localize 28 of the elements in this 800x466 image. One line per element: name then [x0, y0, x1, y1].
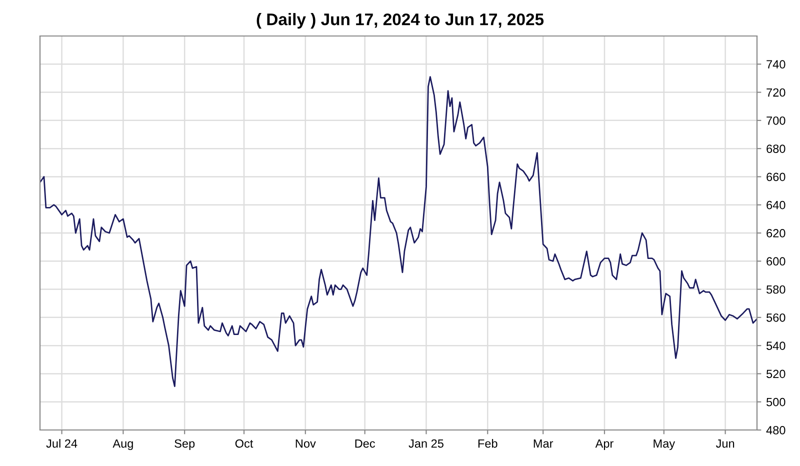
line-series	[40, 76, 757, 388]
x-tick-label: Feb	[478, 439, 498, 448]
x-tick-label: Aug	[112, 439, 133, 450]
x-tick-label: Apr	[595, 439, 614, 450]
y-tick-label: 520	[766, 370, 786, 378]
chart-title: ( Daily ) Jun 17, 2024 to Jun 17, 2025	[256, 13, 544, 29]
y-tick-label: 740	[766, 60, 786, 69]
x-tick-label: Jul 24	[46, 439, 78, 448]
x-tick-label: Jun	[716, 439, 734, 448]
y-tick-label: 540	[766, 342, 786, 350]
y-tick-label: 600	[766, 257, 786, 266]
x-tick-label: Nov	[296, 439, 316, 448]
x-tick-label: Sep	[174, 439, 195, 450]
y-tick-label: 660	[766, 172, 786, 182]
y-tick-label: 500	[766, 398, 786, 406]
y-tick-label: 580	[766, 285, 786, 294]
y-tick-label: 720	[766, 88, 786, 97]
y-tick-label: 640	[766, 200, 786, 210]
y-tick-label: 620	[766, 229, 786, 238]
y-tick-label: 560	[766, 313, 786, 322]
y-tick-label: 680	[766, 144, 786, 153]
x-tick-label: Jan 25	[408, 439, 444, 448]
x-tick-label: Mar	[534, 439, 554, 448]
y-tick-label: 700	[766, 116, 786, 125]
y-tick-label: 480	[766, 426, 786, 434]
x-tick-label: Oct	[235, 439, 254, 448]
x-tick-label: May	[654, 439, 676, 450]
x-tick-label: Dec	[355, 439, 376, 448]
